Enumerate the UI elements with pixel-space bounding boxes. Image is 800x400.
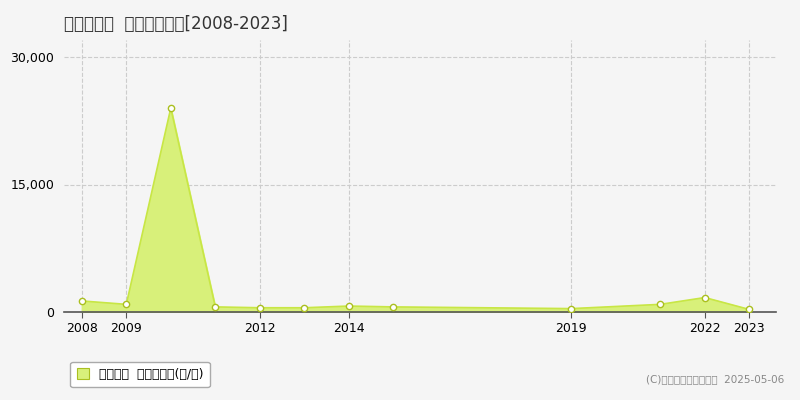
Text: (C)土地価格ドットコム  2025-05-06: (C)土地価格ドットコム 2025-05-06 [646, 374, 784, 384]
Legend: 農地価格  平均坪単価(円/坪): 農地価格 平均坪単価(円/坪) [70, 362, 210, 387]
Text: 石巻市成田  農地価格推移[2008-2023]: 石巻市成田 農地価格推移[2008-2023] [64, 15, 288, 33]
